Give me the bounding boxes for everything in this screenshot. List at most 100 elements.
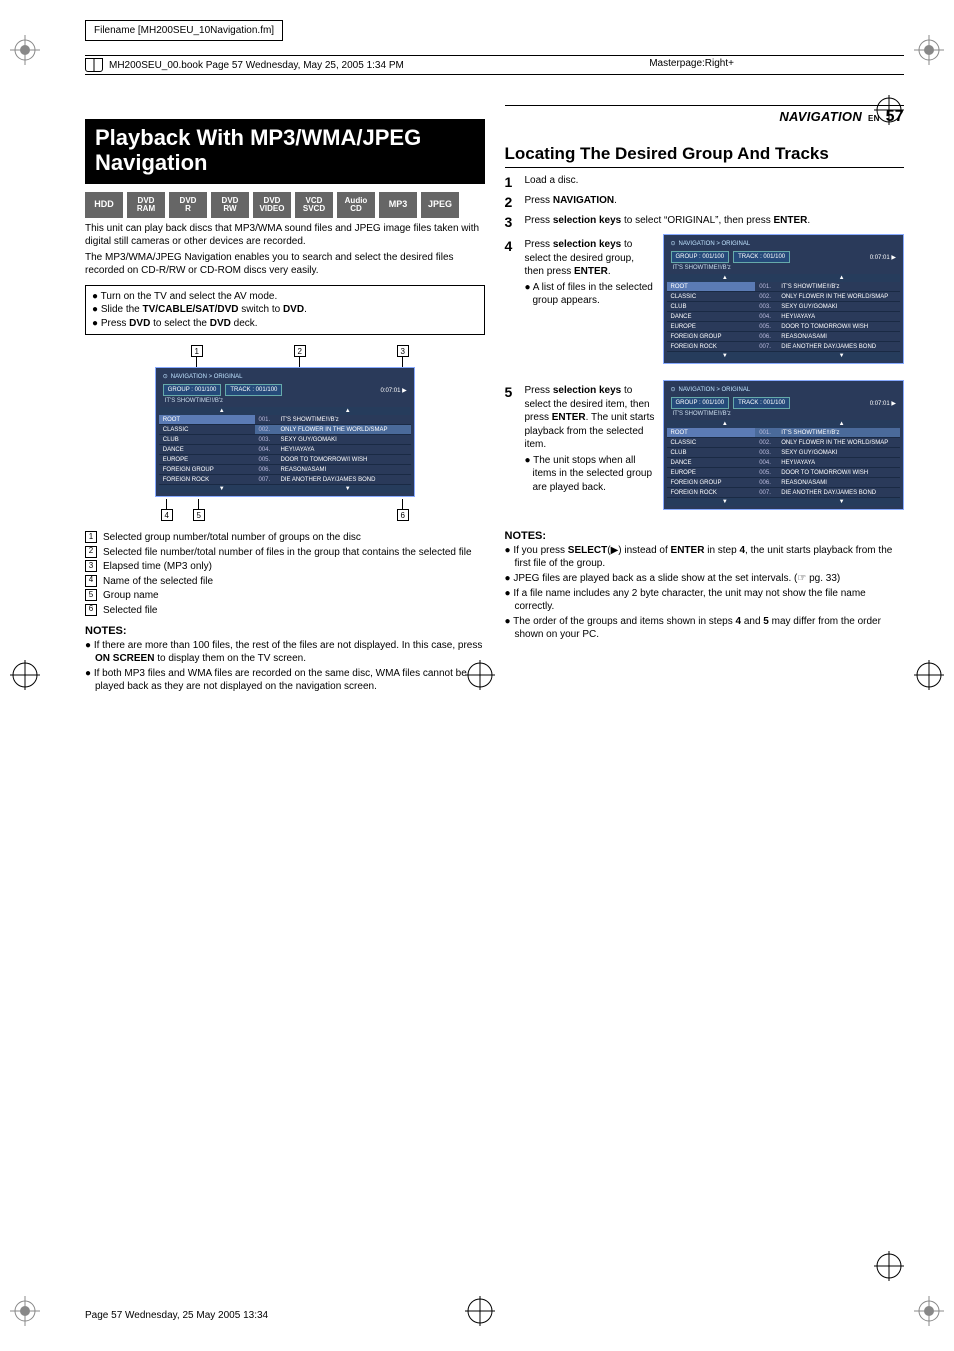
osd-group-row: CLASSIC bbox=[159, 425, 255, 435]
osd-now-playing: IT'S SHOWTIME!!/B'z bbox=[667, 411, 901, 420]
setup-item: Press DVD to select the DVD deck. bbox=[92, 317, 478, 331]
osd-group-list: ROOTCLASSICCLUBDANCEEUROPEFOREIGN GROUPF… bbox=[667, 428, 756, 498]
book-meta-line: MH200SEU_00.book Page 57 Wednesday, May … bbox=[85, 55, 904, 75]
arrow-down-icon: ▼ bbox=[783, 352, 900, 360]
osd-screen: ⊙NAVIGATION > ORIGINAL GROUP : 001/100 T… bbox=[663, 234, 905, 364]
procedure-title: Locating The Desired Group And Tracks bbox=[505, 144, 905, 168]
osd-time: 0:07:01 ▶ bbox=[870, 400, 896, 407]
osd-group-list: ROOTCLASSICCLUBDANCEEUROPEFOREIGN GROUPF… bbox=[159, 415, 255, 485]
osd-file-row: 005.DOOR TO TOMORROW/I WISH bbox=[755, 322, 900, 332]
reg-mark-tl bbox=[10, 35, 40, 65]
osd-group-row: CLUB bbox=[667, 448, 756, 458]
osd-file-row: 006.REASON/ASAMI bbox=[755, 478, 900, 488]
osd-file-list: 001.IT'S SHOWTIME!!/B'z002.ONLY FLOWER I… bbox=[255, 415, 411, 485]
osd-group-row: CLASSIC bbox=[667, 438, 756, 448]
arrow-up-icon: ▲ bbox=[783, 274, 900, 282]
osd-track-label: TRACK : 001/100 bbox=[733, 251, 790, 263]
callout-1: 1 bbox=[191, 345, 203, 357]
note-item: If a file name includes any 2 byte chara… bbox=[505, 587, 905, 613]
book-meta-text: MH200SEU_00.book Page 57 Wednesday, May … bbox=[109, 60, 404, 71]
section-title-playback: Playback With MP3/WMA/JPEG Navigation bbox=[85, 119, 485, 184]
right-column: NAVIGATION EN 57 Locating The Desired Gr… bbox=[505, 105, 905, 695]
arrow-up-icon: ▲ bbox=[783, 420, 900, 428]
osd-group-row: CLUB bbox=[159, 435, 255, 445]
setup-box: Turn on the TV and select the AV mode.Sl… bbox=[85, 285, 485, 336]
osd-screen: ⊙NAVIGATION > ORIGINAL GROUP : 001/100 T… bbox=[155, 367, 415, 497]
step-5-block: 5 Press selection keys to select the des… bbox=[505, 380, 905, 510]
osd-track-label: TRACK : 001/100 bbox=[733, 397, 790, 409]
osd-group-row: FOREIGN ROCK bbox=[667, 488, 756, 498]
callout-5: 5 bbox=[193, 509, 205, 521]
format-badge-row: HDDDVDRAMDVDRDVDRWDVDVIDEOVCDSVCDAudioCD… bbox=[85, 192, 485, 218]
format-badge: DVDRW bbox=[211, 192, 249, 218]
osd-file-row: 007.DIE ANOTHER DAY/JAMES BOND bbox=[755, 342, 900, 352]
reg-mark-mr bbox=[914, 660, 944, 690]
osd-file-row: 007.DIE ANOTHER DAY/JAMES BOND bbox=[255, 475, 411, 485]
osd-group-row: CLUB bbox=[667, 302, 756, 312]
callout-4: 4 bbox=[161, 509, 173, 521]
page-number: 57 bbox=[886, 108, 904, 125]
format-badge: DVDR bbox=[169, 192, 207, 218]
osd-file-row: 001.IT'S SHOWTIME!!/B'z bbox=[755, 282, 900, 292]
osd-group-label: GROUP : 001/100 bbox=[163, 384, 222, 396]
osd-group-row: EUROPE bbox=[667, 322, 756, 332]
osd-group-row: ROOT bbox=[159, 415, 255, 425]
callout-6: 6 bbox=[397, 509, 409, 521]
page-footer: Page 57 Wednesday, 25 May 2005 13:34 bbox=[85, 1310, 268, 1321]
note-item: If you press SELECT(▶) instead of ENTER … bbox=[505, 544, 905, 570]
osd-file-row: 002.ONLY FLOWER IN THE WORLD/SMAP bbox=[755, 438, 900, 448]
arrow-up-icon: ▲ bbox=[667, 274, 784, 282]
step-3: 3Press selection keys to select “ORIGINA… bbox=[505, 214, 905, 230]
notes-heading-left: NOTES: bbox=[85, 625, 485, 637]
legend-row: 2Selected file number/total number of fi… bbox=[85, 546, 485, 560]
callout-2: 2 bbox=[294, 345, 306, 357]
osd-group-row: DANCE bbox=[667, 312, 756, 322]
osd-group-row: DANCE bbox=[159, 445, 255, 455]
book-icon bbox=[85, 58, 103, 72]
legend-row: 6Selected file bbox=[85, 604, 485, 618]
format-badge: VCDSVCD bbox=[295, 192, 333, 218]
osd-track-label: TRACK : 001/100 bbox=[225, 384, 282, 396]
osd-now-playing: IT'S SHOWTIME!!/B'z bbox=[667, 265, 901, 274]
osd-file-row: 006.REASON/ASAMI bbox=[255, 465, 411, 475]
note-item: If both MP3 files and WMA files are reco… bbox=[85, 667, 485, 693]
format-badge: HDD bbox=[85, 192, 123, 218]
reg-mark-tr bbox=[914, 35, 944, 65]
osd-file-row: 007.DIE ANOTHER DAY/JAMES BOND bbox=[755, 488, 900, 498]
format-badge: DVDVIDEO bbox=[253, 192, 291, 218]
osd-group-row: ROOT bbox=[667, 428, 756, 438]
arrow-up-icon: ▲ bbox=[667, 420, 784, 428]
osd-file-row: 002.ONLY FLOWER IN THE WORLD/SMAP bbox=[755, 292, 900, 302]
step-5-text: Press selection keys to select the desir… bbox=[525, 385, 655, 450]
legend-row: 4Name of the selected file bbox=[85, 575, 485, 589]
arrow-up-icon: ▲ bbox=[159, 407, 285, 415]
osd-group-row: CLASSIC bbox=[667, 292, 756, 302]
osd-group-row: EUROPE bbox=[667, 468, 756, 478]
step-4-sub: A list of files in the selected group ap… bbox=[525, 281, 655, 308]
reg-mark-bl bbox=[10, 1296, 40, 1326]
arrow-down-icon: ▼ bbox=[159, 485, 285, 493]
osd-file-row: 001.IT'S SHOWTIME!!/B'z bbox=[255, 415, 411, 425]
osd-file-row: 003.SEXY GUY/GOMAKI bbox=[255, 435, 411, 445]
note-item: If there are more than 100 files, the re… bbox=[85, 639, 485, 665]
arrow-down-icon: ▼ bbox=[667, 352, 784, 360]
left-column: Playback With MP3/WMA/JPEG Navigation HD… bbox=[85, 105, 485, 695]
legend-row: 3Elapsed time (MP3 only) bbox=[85, 560, 485, 574]
osd-group-row: FOREIGN GROUP bbox=[667, 332, 756, 342]
format-badge: DVDRAM bbox=[127, 192, 165, 218]
step-5-number: 5 bbox=[505, 384, 519, 400]
osd-file-row: 005.DOOR TO TOMORROW/I WISH bbox=[255, 455, 411, 465]
note-item: The order of the groups and items shown … bbox=[505, 615, 905, 641]
page-header-nav: NAVIGATION EN 57 bbox=[505, 108, 905, 126]
step-1: 1Load a disc. bbox=[505, 174, 905, 190]
reg-mark-bc bbox=[465, 1296, 495, 1326]
step-5-sub: The unit stops when all items in the sel… bbox=[525, 454, 655, 495]
step-4-block: 4 Press selection keys to select the des… bbox=[505, 234, 905, 364]
reg-mark-ml bbox=[10, 660, 40, 690]
osd-figure-main: 1 2 3 ⊙NAVIGATION > ORIGINAL GROUP : 001… bbox=[155, 345, 415, 521]
osd-time: 0:07:01 ▶ bbox=[870, 254, 896, 261]
format-badge: JPEG bbox=[421, 192, 459, 218]
osd-file-row: 005.DOOR TO TOMORROW/I WISH bbox=[755, 468, 900, 478]
notes-list-left: If there are more than 100 files, the re… bbox=[85, 639, 485, 693]
osd-file-row: 006.REASON/ASAMI bbox=[755, 332, 900, 342]
